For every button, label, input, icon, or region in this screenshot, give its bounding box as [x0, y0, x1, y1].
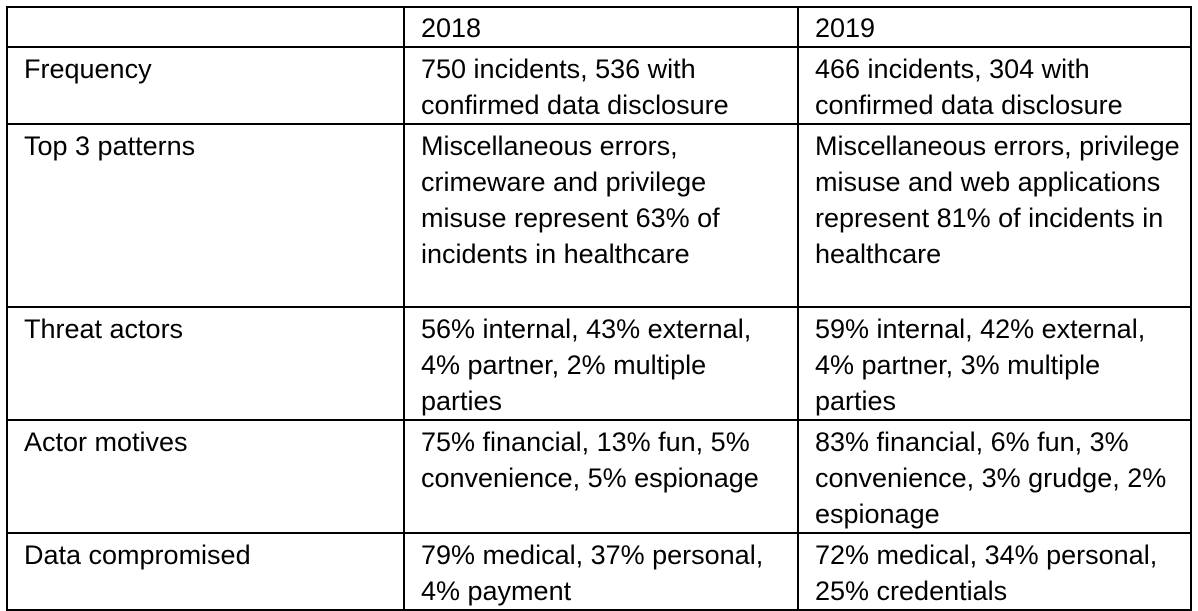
table-row: Data compromised 79% medical, 37% persona…: [6, 532, 1192, 611]
table-row: Frequency 750 incidents, 536 with confirm…: [6, 46, 1192, 125]
row-label: Data compromised: [6, 532, 405, 611]
comparison-table: 2018 2019 Frequency 750 incidents, 536 wi…: [6, 6, 1192, 611]
row-label: Top 3 patterns: [6, 123, 405, 308]
table-cell: 59% internal, 42% external, 4% partner, …: [797, 306, 1192, 421]
table-cell: 79% medical, 37% personal, 4% payment: [403, 532, 799, 611]
table-cell: 56% internal, 43% external, 4% partner, …: [403, 306, 799, 421]
table-cell: 83% financial, 6% fun, 3% convenience, 3…: [797, 419, 1192, 534]
table-cell: 75% financial, 13% fun, 5% convenience, …: [403, 419, 799, 534]
table-row: Threat actors 56% internal, 43% external,…: [6, 306, 1192, 421]
header-cell: 2018: [403, 6, 799, 48]
row-label: Frequency: [6, 46, 405, 125]
row-label: Threat actors: [6, 306, 405, 421]
row-label: Actor motives: [6, 419, 405, 534]
table-cell: 72% medical, 34% personal, 25% credentia…: [797, 532, 1192, 611]
header-row: 2018 2019: [6, 6, 1192, 48]
header-cell: 2019: [797, 6, 1192, 48]
table-cell: Miscellaneous errors, privilege misuse a…: [797, 123, 1192, 308]
table-cell: Miscellaneous errors, crimeware and priv…: [403, 123, 799, 308]
table-row: Actor motives 75% financial, 13% fun, 5% …: [6, 419, 1192, 534]
table-cell: 466 incidents, 304 with confirmed data d…: [797, 46, 1192, 125]
header-cell: [6, 6, 405, 48]
table-cell: 750 incidents, 536 with confirmed data d…: [403, 46, 799, 125]
table-row: Top 3 patterns Miscellaneous errors, crim…: [6, 123, 1192, 308]
